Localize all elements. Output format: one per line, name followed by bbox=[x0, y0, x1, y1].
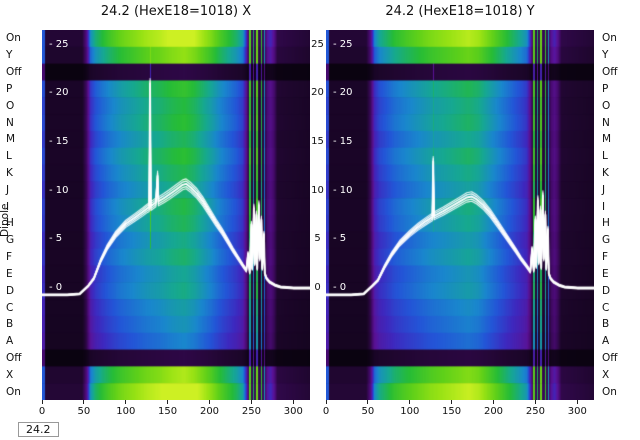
x-tick-mark bbox=[167, 400, 169, 404]
x-tick-label: 200 bbox=[483, 406, 504, 417]
category-label: A bbox=[602, 335, 610, 348]
category-label: M bbox=[602, 133, 612, 146]
x-axis-right: 0 50 100 150 200 250 300 bbox=[322, 400, 594, 422]
x-axis-left: 0 50 100 150 200 250 300 bbox=[38, 400, 310, 422]
x-tick-label: 250 bbox=[241, 406, 261, 417]
x-tick-mark bbox=[367, 400, 369, 404]
category-label: J bbox=[602, 183, 606, 196]
x-tick-mark bbox=[292, 400, 294, 404]
category-label: Off bbox=[602, 66, 618, 78]
category-label: F bbox=[602, 251, 609, 263]
category-label: L bbox=[6, 150, 12, 163]
category-label: K bbox=[602, 167, 609, 179]
left-category-axis: On Y Off P O N M L K J I H G F E D C B A Off X On bbox=[6, 30, 40, 400]
category-label: H bbox=[602, 217, 610, 230]
category-label: K bbox=[6, 167, 13, 179]
x-tick-label: 300 bbox=[567, 406, 587, 417]
category-label: P bbox=[602, 82, 609, 95]
category-label: X bbox=[6, 368, 14, 381]
category-label: G bbox=[602, 234, 611, 247]
plot-x-title: 24.2 (HexE18=1018) X bbox=[100, 4, 252, 19]
x-tick-mark bbox=[493, 400, 494, 404]
category-label: I bbox=[602, 200, 606, 213]
x-tick-label: 100 bbox=[116, 406, 136, 417]
x-tick-label: 0 bbox=[322, 406, 330, 417]
value-tick-label: 25 bbox=[311, 38, 324, 50]
category-label: I bbox=[6, 200, 10, 213]
category-label: X bbox=[602, 368, 610, 381]
category-label: On bbox=[6, 385, 21, 398]
category-label: J bbox=[6, 183, 10, 196]
category-label: Off bbox=[6, 352, 22, 364]
x-tick-label: 50 bbox=[77, 406, 91, 417]
x-tick-label: 0 bbox=[38, 406, 46, 417]
category-label: N bbox=[602, 116, 610, 129]
category-label: C bbox=[602, 301, 610, 314]
category-label: D bbox=[6, 284, 15, 297]
x-tick-label: 250 bbox=[525, 406, 545, 417]
category-label: C bbox=[6, 301, 14, 314]
category-label: O bbox=[6, 99, 15, 112]
category-label: E bbox=[602, 267, 609, 280]
category-label: L bbox=[602, 150, 608, 163]
category-label: B bbox=[602, 318, 610, 331]
x-tick-mark bbox=[209, 400, 210, 404]
x-tick-mark bbox=[250, 400, 252, 404]
category-label: Y bbox=[602, 49, 609, 62]
shared-value-axis-ticks: 25 20 15 10 5 0 bbox=[308, 30, 327, 400]
x-tick-mark bbox=[534, 400, 536, 404]
category-label: P bbox=[6, 82, 13, 95]
x-tick-mark bbox=[325, 400, 327, 404]
heatmap-plot-x: - 25- 20- 15- 10- 5- 0 bbox=[42, 30, 310, 400]
x-tick-mark bbox=[41, 400, 43, 404]
category-label: N bbox=[6, 116, 14, 129]
x-tick-mark bbox=[576, 400, 578, 404]
category-label: G bbox=[6, 234, 15, 247]
category-label: Y bbox=[6, 49, 13, 62]
category-label: Off bbox=[602, 352, 618, 364]
x-tick-mark bbox=[83, 400, 85, 404]
category-label: On bbox=[6, 32, 21, 45]
category-label: Off bbox=[6, 66, 22, 78]
heatmap-canvas-y bbox=[326, 30, 594, 400]
category-label: M bbox=[6, 133, 16, 146]
x-tick-label: 150 bbox=[158, 406, 178, 417]
value-tick-label: 15 bbox=[311, 136, 324, 147]
x-tick-label: 50 bbox=[361, 406, 375, 417]
category-label: H bbox=[6, 217, 14, 230]
value-tick-label: 20 bbox=[311, 87, 324, 99]
right-category-axis: On Y Off P O N M L K J I H G F E D C B A Off X On bbox=[602, 30, 636, 400]
x-tick-mark bbox=[409, 400, 411, 404]
category-label: D bbox=[602, 284, 611, 297]
bottom-left-tab: 24.2 bbox=[18, 422, 59, 437]
category-label: F bbox=[6, 251, 13, 263]
x-tick-label: 100 bbox=[400, 406, 420, 417]
category-label: E bbox=[6, 267, 13, 280]
category-label: B bbox=[6, 318, 14, 331]
x-tick-mark bbox=[125, 400, 127, 404]
category-label: A bbox=[6, 335, 14, 348]
value-tick-label: 0 bbox=[314, 282, 321, 293]
x-tick-label: 200 bbox=[199, 406, 220, 417]
heatmap-canvas-x bbox=[42, 30, 310, 400]
category-label: O bbox=[602, 99, 611, 112]
heatmap-plot-y: - 25- 20- 15- 10- 5- 0 bbox=[326, 30, 594, 400]
category-label: On bbox=[602, 32, 617, 45]
category-label: On bbox=[602, 385, 617, 398]
x-tick-mark bbox=[451, 400, 453, 404]
plot-y-title: 24.2 (HexE18=1018) Y bbox=[385, 4, 535, 19]
value-tick-label: 10 bbox=[311, 184, 324, 196]
x-tick-label: 300 bbox=[283, 406, 303, 417]
x-tick-label: 150 bbox=[442, 406, 462, 417]
value-tick-label: 5 bbox=[314, 233, 321, 245]
